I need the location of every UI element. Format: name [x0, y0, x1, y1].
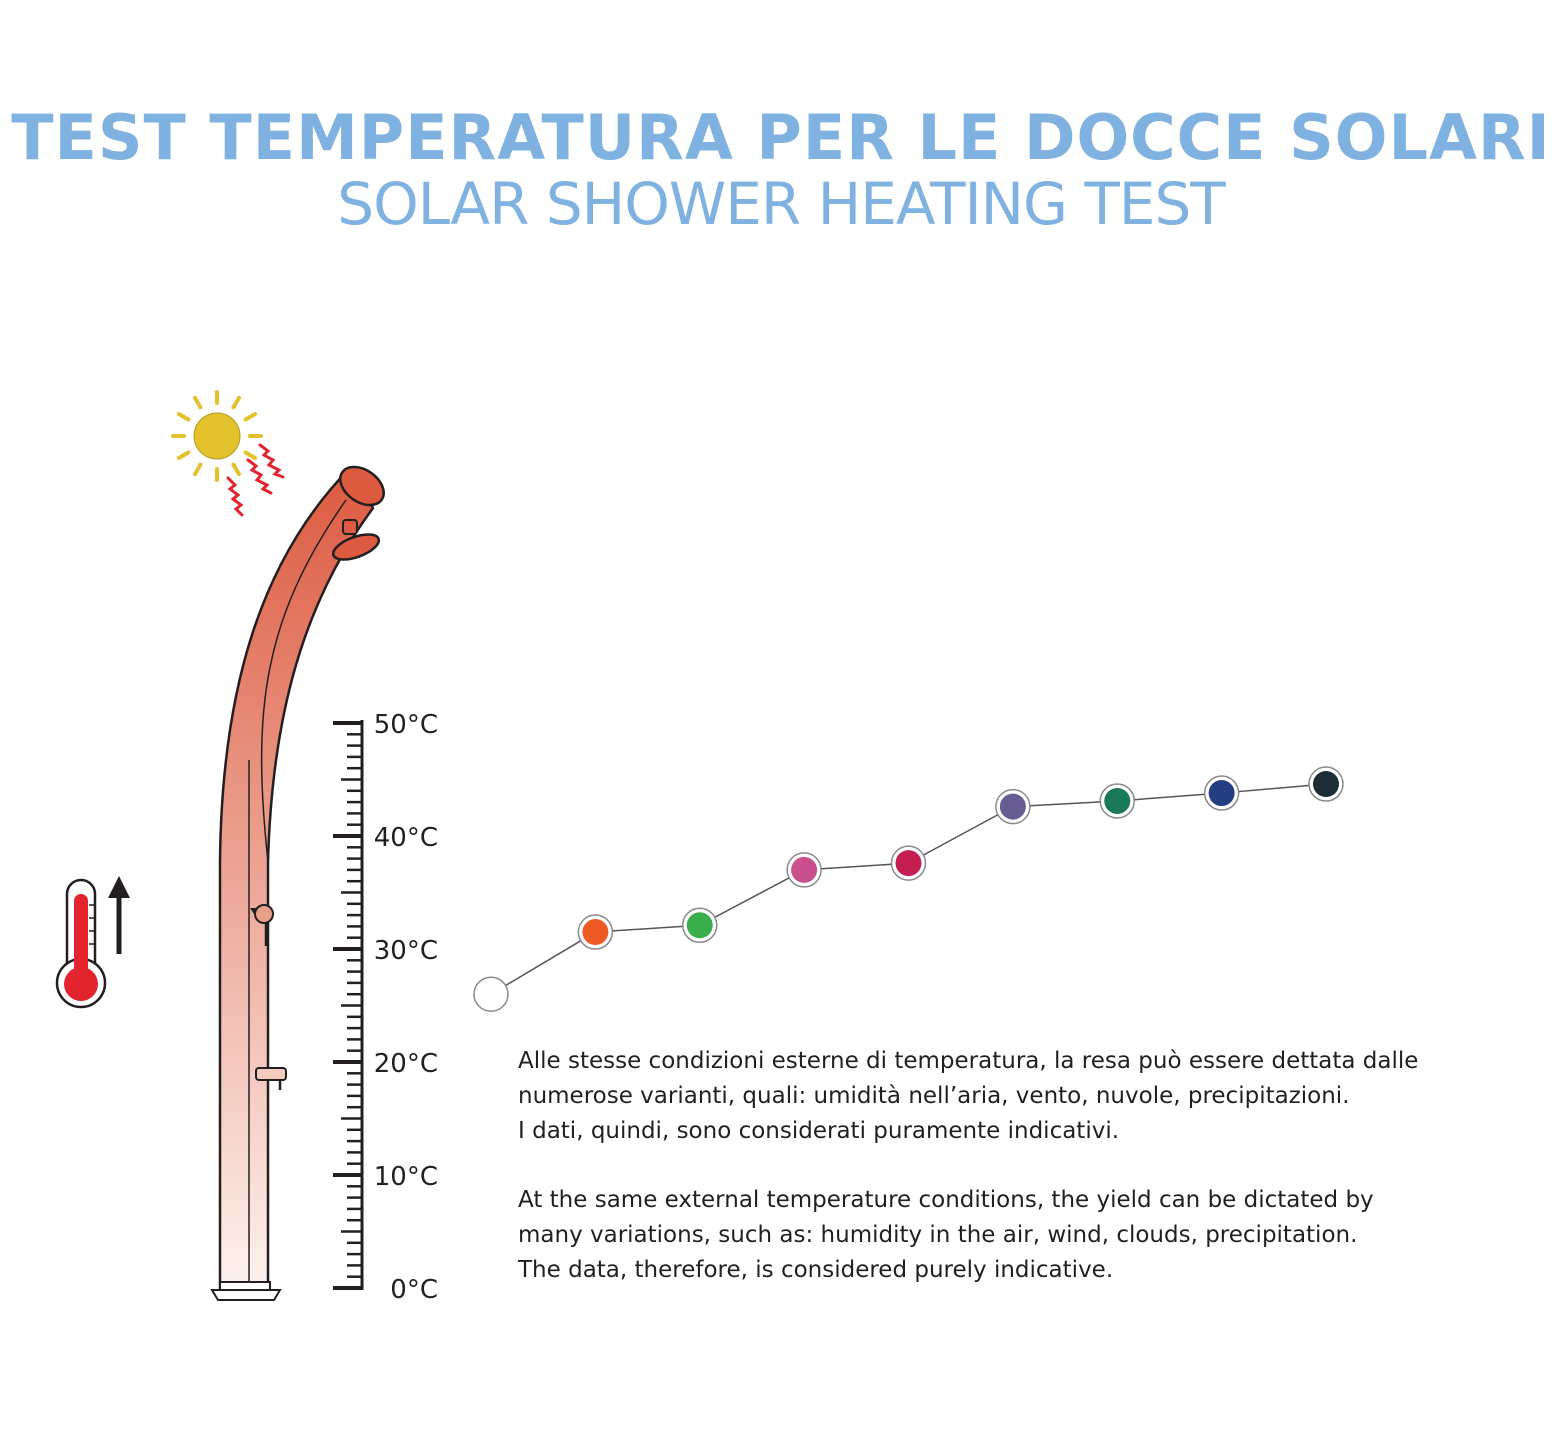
- data-point: [1203, 775, 1240, 811]
- y-tick-label: 20°C: [374, 1049, 438, 1079]
- sun-icon: [171, 390, 263, 482]
- data-point: [890, 845, 927, 881]
- thermometer-icon: [55, 878, 107, 1009]
- temperature-series-points: [473, 766, 1344, 1012]
- note-italian-line: numerose varianti, quali: umidità nell’a…: [518, 1083, 1350, 1109]
- data-point: [473, 976, 509, 1012]
- y-tick-label: 50°C: [374, 710, 438, 740]
- mixer-valve-icon: [250, 904, 274, 946]
- note-english-line: At the same external temperature conditi…: [518, 1187, 1374, 1213]
- data-point: [995, 788, 1031, 825]
- note-english-line: The data, therefore, is considered purel…: [518, 1257, 1114, 1283]
- note-italian: Alle stesse condizioni esterne di temper…: [518, 1044, 1478, 1149]
- data-point-fill: [582, 919, 609, 946]
- data-point-fill: [1104, 787, 1131, 814]
- data-point-fill: [478, 981, 504, 1008]
- sun-ray: [193, 462, 203, 477]
- series-segment: [490, 931, 596, 995]
- shower-base: [210, 1281, 282, 1301]
- data-point-fill: [791, 856, 818, 883]
- data-point-fill: [999, 793, 1026, 820]
- series-segment: [908, 805, 1014, 864]
- data-point: [577, 914, 614, 950]
- temperature-series-line: [490, 783, 1327, 995]
- sun-ray: [176, 412, 191, 422]
- solar-shower-illustration: [210, 465, 385, 1301]
- y-tick-label: 30°C: [374, 936, 438, 966]
- shower-column: [218, 465, 375, 1290]
- shower-head-icon: [331, 519, 381, 561]
- data-point: [682, 907, 718, 944]
- note-italian-line: Alle stesse condizioni esterne di temper…: [518, 1048, 1419, 1074]
- note-english: At the same external temperature conditi…: [518, 1183, 1478, 1288]
- note-english-line: many variations, such as: humidity in th…: [518, 1222, 1358, 1248]
- sun-ray: [231, 462, 241, 477]
- data-point-fill: [1208, 780, 1235, 807]
- title-english: SOLAR SHOWER HEATING TEST: [337, 170, 1225, 238]
- data-point: [786, 852, 822, 888]
- rising-arrow-icon: [108, 876, 130, 954]
- data-point-fill: [895, 850, 922, 877]
- data-point: [1308, 766, 1344, 802]
- data-point: [1099, 783, 1135, 819]
- sun-ray: [243, 412, 258, 422]
- sun-ray: [243, 450, 258, 460]
- title-italian: TEST TEMPERATURA PER LE DOCCE SOLARI: [11, 101, 1551, 174]
- y-tick-label: 40°C: [374, 823, 438, 853]
- sun-ray: [176, 450, 191, 460]
- foot-tap-icon: [255, 1067, 287, 1090]
- data-point-fill: [1313, 771, 1339, 798]
- y-tick-label: 10°C: [374, 1162, 438, 1192]
- note-italian-line: I dati, quindi, sono considerati puramen…: [518, 1118, 1120, 1144]
- data-point-fill: [686, 912, 713, 939]
- y-tick-label: 0°C: [390, 1275, 438, 1305]
- heat-waves-icon: [226, 443, 285, 517]
- temperature-scale: 50°C 40°C 30°C 20°C 10°C 0°C: [333, 710, 438, 1305]
- shower-top-cap: [339, 465, 385, 507]
- sun-ray: [193, 395, 203, 410]
- series-segment: [699, 869, 805, 926]
- sun-ray: [231, 395, 241, 410]
